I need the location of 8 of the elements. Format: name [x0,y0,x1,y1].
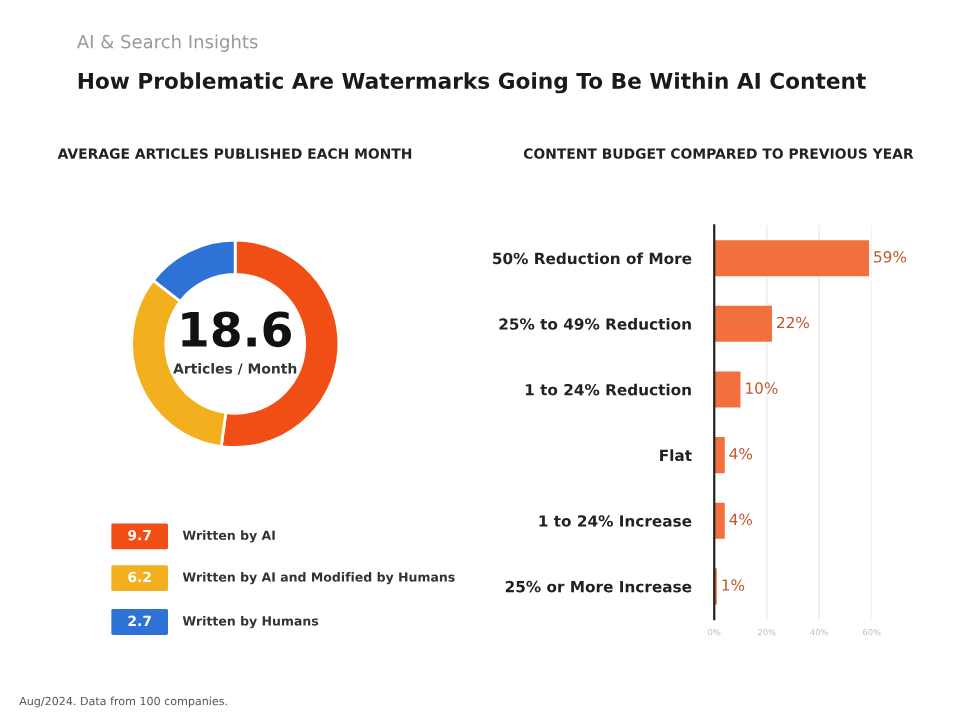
text: 18.6 [182,311,291,348]
bar [714,437,725,474]
text: AI & Search Insights [76,34,258,52]
bar [714,305,772,342]
bar [714,240,870,277]
bar [714,371,741,408]
bar [714,502,725,539]
text: How Problematic Are Watermarks Going To Be Within AI Content [78,72,866,94]
